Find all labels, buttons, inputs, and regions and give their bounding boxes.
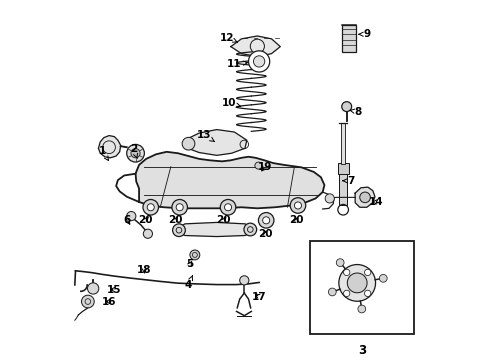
Polygon shape	[177, 222, 252, 237]
Circle shape	[81, 295, 94, 308]
Circle shape	[143, 199, 158, 215]
Text: 8: 8	[350, 107, 362, 117]
Circle shape	[172, 224, 185, 237]
Circle shape	[347, 273, 367, 293]
Text: 9: 9	[359, 29, 370, 39]
Text: 4: 4	[185, 276, 193, 290]
Text: 20: 20	[258, 229, 273, 239]
Bar	[341, 123, 345, 164]
Circle shape	[127, 211, 136, 221]
Circle shape	[176, 204, 183, 211]
Text: 16: 16	[102, 297, 116, 306]
Circle shape	[343, 269, 350, 276]
Circle shape	[143, 229, 152, 238]
Circle shape	[240, 276, 249, 285]
Text: 6: 6	[123, 215, 130, 225]
Text: 7: 7	[343, 176, 355, 186]
Circle shape	[258, 212, 274, 228]
Polygon shape	[231, 36, 280, 57]
Text: 15: 15	[107, 284, 122, 294]
Text: 19: 19	[258, 162, 272, 172]
Circle shape	[343, 290, 350, 297]
Circle shape	[253, 56, 265, 67]
Circle shape	[342, 102, 352, 112]
Circle shape	[127, 144, 145, 162]
Circle shape	[244, 223, 257, 236]
Text: 20: 20	[138, 215, 153, 225]
Polygon shape	[136, 152, 324, 208]
Text: 10: 10	[222, 98, 241, 108]
Circle shape	[248, 51, 270, 72]
Text: 17: 17	[252, 292, 267, 302]
Bar	[310, 241, 415, 334]
Text: 20: 20	[217, 215, 231, 225]
Circle shape	[220, 199, 236, 215]
Circle shape	[88, 283, 99, 294]
Text: 20: 20	[289, 215, 303, 225]
Circle shape	[290, 198, 306, 213]
Text: 20: 20	[168, 215, 182, 225]
Text: 18: 18	[137, 265, 151, 275]
Circle shape	[365, 269, 371, 276]
Text: 3: 3	[358, 344, 367, 357]
Text: 11: 11	[227, 59, 247, 69]
Text: 5: 5	[187, 259, 194, 269]
Bar	[339, 172, 347, 206]
Circle shape	[360, 192, 370, 203]
Circle shape	[325, 194, 334, 203]
Polygon shape	[98, 136, 121, 158]
Circle shape	[147, 204, 154, 211]
Text: 1: 1	[98, 146, 108, 161]
Circle shape	[358, 305, 366, 313]
Polygon shape	[355, 187, 375, 207]
Circle shape	[336, 259, 344, 266]
Text: 2: 2	[130, 144, 138, 158]
Text: 14: 14	[368, 197, 383, 207]
Circle shape	[131, 149, 140, 158]
Circle shape	[339, 265, 375, 301]
Polygon shape	[187, 130, 247, 156]
Circle shape	[379, 274, 387, 282]
Circle shape	[224, 204, 232, 211]
Circle shape	[365, 290, 371, 297]
Circle shape	[172, 199, 188, 215]
Circle shape	[263, 217, 270, 224]
Circle shape	[190, 250, 200, 260]
Circle shape	[182, 138, 195, 150]
Bar	[338, 163, 349, 174]
Circle shape	[255, 162, 262, 169]
Circle shape	[328, 288, 336, 296]
Bar	[342, 26, 356, 52]
Text: 13: 13	[197, 130, 215, 141]
Circle shape	[294, 202, 301, 209]
Text: 12: 12	[220, 33, 238, 43]
